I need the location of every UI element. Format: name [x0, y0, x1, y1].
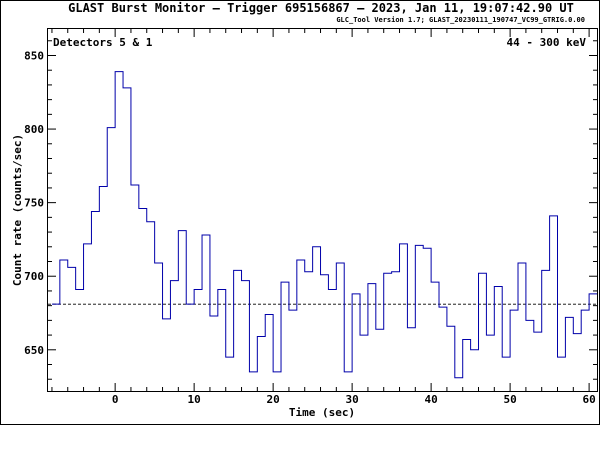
- x-tick-label: 60: [582, 393, 595, 406]
- x-tick-label: 50: [503, 393, 516, 406]
- y-tick-label: 650: [24, 344, 44, 357]
- y-tick-label: 750: [24, 197, 44, 210]
- x-tick-label: 20: [267, 393, 280, 406]
- y-axis-label: Count rate (counts/sec): [11, 134, 24, 286]
- y-tick-label: 850: [24, 49, 44, 62]
- x-tick-label: 30: [345, 393, 358, 406]
- axis-ticks: 0 10 20 30 40 50 60 650 700 750 800 850: [24, 29, 597, 406]
- detectors-annotation: Detectors 5 & 1: [53, 36, 153, 49]
- x-tick-label: 0: [112, 393, 119, 406]
- y-tick-label: 700: [24, 270, 44, 283]
- energy-range-annotation: 44 - 300 keV: [507, 36, 587, 49]
- x-axis-label: Time (sec): [289, 406, 355, 419]
- x-tick-label: 10: [188, 393, 201, 406]
- plot-frame: [47, 28, 598, 392]
- outer-frame: [0, 0, 600, 425]
- y-tick-label: 800: [24, 123, 44, 136]
- chart-title: GLAST Burst Monitor – Trigger 695156867 …: [68, 1, 574, 15]
- chart-subtitle: GLC_Tool Version 1.7; GLAST_20230111_190…: [336, 16, 585, 24]
- lightcurve-series: [51, 71, 597, 379]
- x-tick-label: 40: [424, 393, 437, 406]
